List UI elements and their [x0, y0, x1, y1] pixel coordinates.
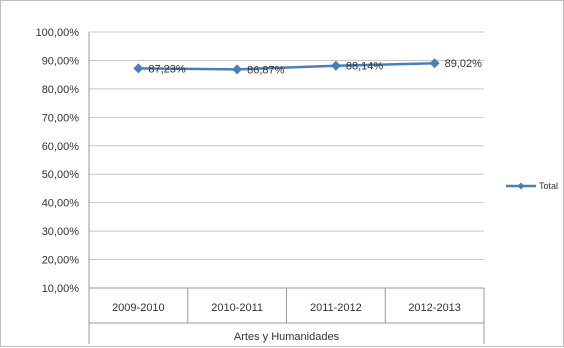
y-tick-label: 10,00%	[42, 283, 80, 295]
y-tick-label: 100,00%	[36, 27, 80, 39]
y-tick-label: 30,00%	[42, 226, 80, 238]
legend-marker	[517, 182, 525, 190]
y-tick-label: 80,00%	[42, 84, 80, 96]
data-label: 87,23%	[148, 63, 186, 75]
x-group-label: Artes y Humanidades	[234, 331, 340, 343]
data-point	[133, 63, 144, 74]
x-tick-label: 2009-2010	[112, 302, 165, 314]
x-tick-label: 2010-2011	[211, 302, 263, 314]
x-tick-label: 2012-2013	[408, 302, 461, 314]
legend: Total	[506, 181, 558, 191]
x-tick-label: 2011-2012	[310, 302, 362, 314]
y-tick-label: 50,00%	[42, 169, 80, 181]
x-axis: 2009-2010 2010-2011 2011-2012 2012-2013 Arte…	[88, 287, 485, 344]
data-point	[429, 58, 440, 69]
y-tick-label: 40,00%	[42, 198, 80, 210]
series-line	[138, 61, 435, 71]
data-label: 88,14%	[346, 61, 384, 73]
series-layer: 87,23% 86,87% 88,14% 89,02%	[133, 58, 482, 76]
y-tick-label: 90,00%	[42, 55, 80, 67]
data-point	[330, 60, 341, 71]
legend-label: Total	[539, 181, 558, 191]
y-tick-label: 20,00%	[42, 255, 80, 267]
data-label: 86,87%	[247, 64, 285, 76]
data-point	[232, 64, 243, 75]
data-label: 89,02%	[445, 58, 483, 70]
y-tick-label: 60,00%	[42, 141, 80, 153]
y-axis: 10,00% 20,00% 30,00% 40,00% 50,00% 60,00% 70,0…	[36, 27, 90, 295]
y-tick-label: 70,00%	[42, 112, 80, 124]
gridlines	[89, 31, 484, 289]
